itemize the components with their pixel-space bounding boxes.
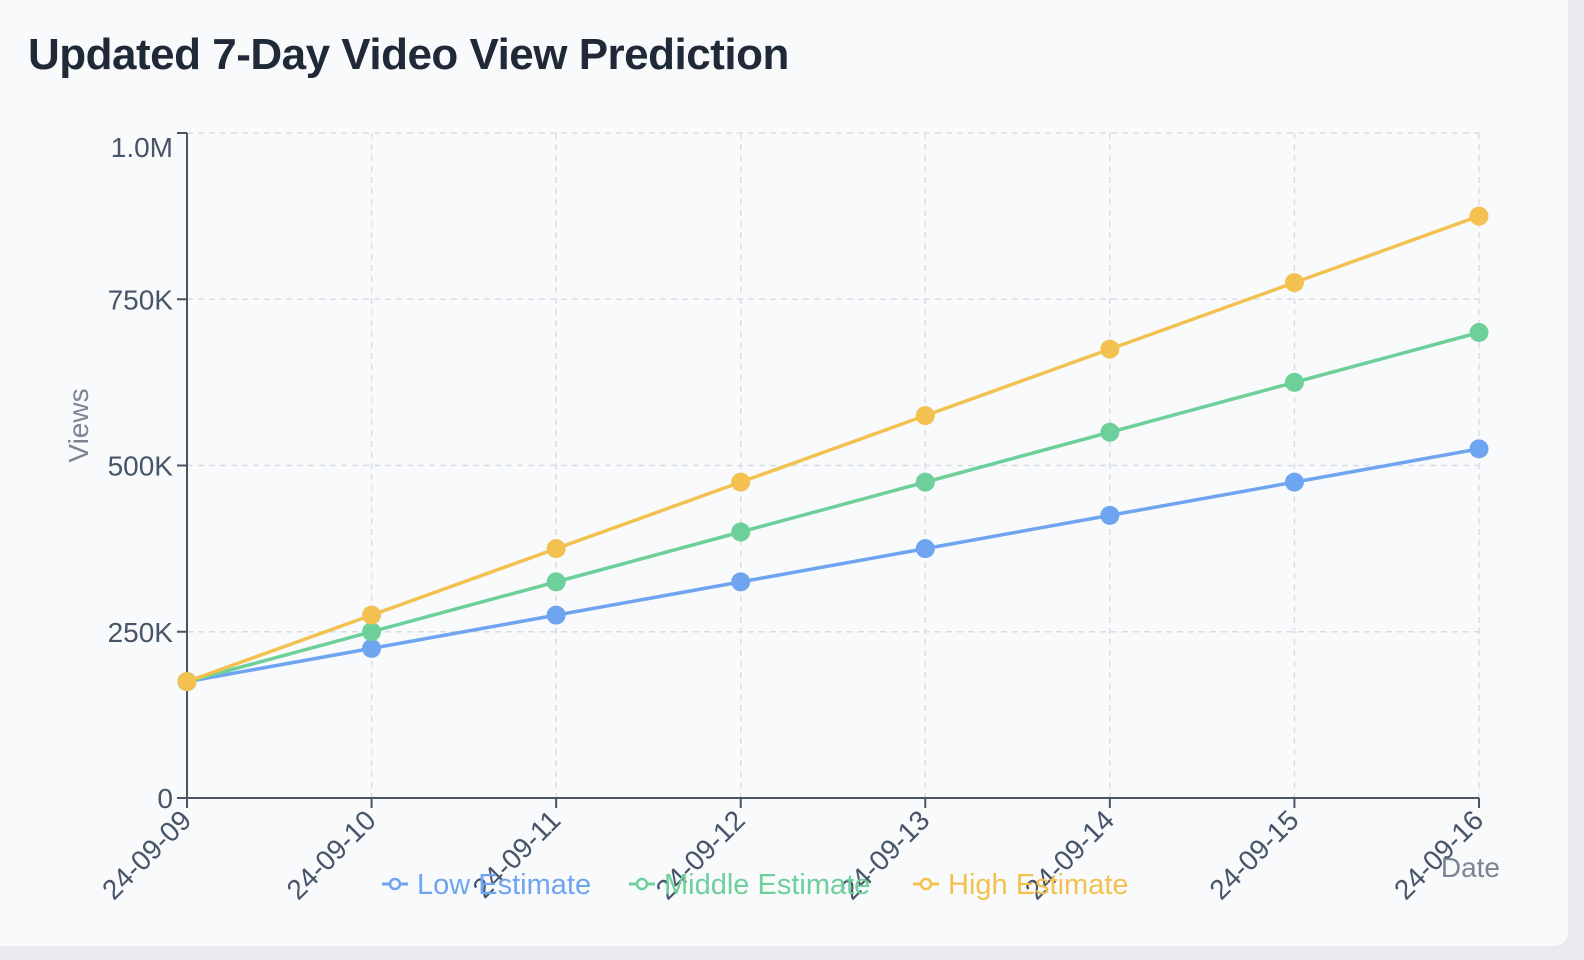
data-point (362, 638, 382, 658)
legend: Low Estimate Middle Estimate High Estimate (382, 869, 1129, 901)
series-high-estimate (177, 206, 1489, 692)
y-tick-label: 500K (108, 451, 174, 482)
data-point (1284, 273, 1304, 293)
series-low-estimate (177, 439, 1489, 692)
x-tick-label: 24-09-10 (281, 804, 382, 905)
y-axis-title: Views (63, 388, 94, 462)
data-point (1100, 339, 1120, 359)
x-tick-label: 24-09-15 (1203, 804, 1304, 905)
data-point (1284, 372, 1304, 392)
data-point (915, 406, 935, 426)
series-line (185, 330, 1481, 684)
y-tick-label: 1.0M (111, 132, 173, 163)
legend-marker-icon (635, 877, 649, 891)
legend-label: Low Estimate (417, 869, 591, 901)
legend-item[interactable]: Middle Estimate (629, 869, 870, 901)
data-point (1100, 505, 1120, 525)
data-point (731, 522, 751, 542)
legend-label: Middle Estimate (664, 869, 870, 901)
line-chart: 0 250K 500K 750K 1.0M 24-09-09 24-09-10 24-09-1… (63, 132, 1500, 906)
legend-marker-icon (919, 877, 933, 891)
data-point (731, 572, 751, 592)
legend-item[interactable]: Low Estimate (382, 869, 591, 901)
x-axis-title: Date (1441, 852, 1500, 883)
legend-label: High Estimate (948, 869, 1129, 901)
data-point (1469, 439, 1489, 459)
data-point (546, 605, 566, 625)
data-point (915, 539, 935, 559)
data-point (1284, 472, 1304, 492)
y-tick-label: 750K (108, 284, 174, 315)
data-point (731, 472, 751, 492)
y-tick-label: 0 (157, 783, 173, 814)
data-point (362, 605, 382, 625)
data-point (546, 572, 566, 592)
data-point (362, 622, 382, 642)
data-point (1469, 323, 1489, 342)
data-point (1100, 422, 1120, 442)
series-line (185, 214, 1481, 684)
legend-marker-icon (388, 877, 402, 891)
chart-title: Updated 7-Day Video View Prediction (28, 30, 789, 79)
y-tick-label: 250K (108, 617, 174, 648)
grid (187, 132, 1480, 798)
data-point (1469, 206, 1489, 226)
x-tick-label: 24-09-09 (96, 804, 197, 905)
data-point (915, 472, 935, 492)
series-line (185, 447, 1481, 684)
legend-item[interactable]: High Estimate (913, 869, 1129, 901)
series-middle-estimate (177, 323, 1489, 692)
chart-card: Updated 7-Day Video View Prediction 0 250… (0, 0, 1568, 946)
data-point (177, 672, 197, 692)
data-point (546, 539, 566, 559)
